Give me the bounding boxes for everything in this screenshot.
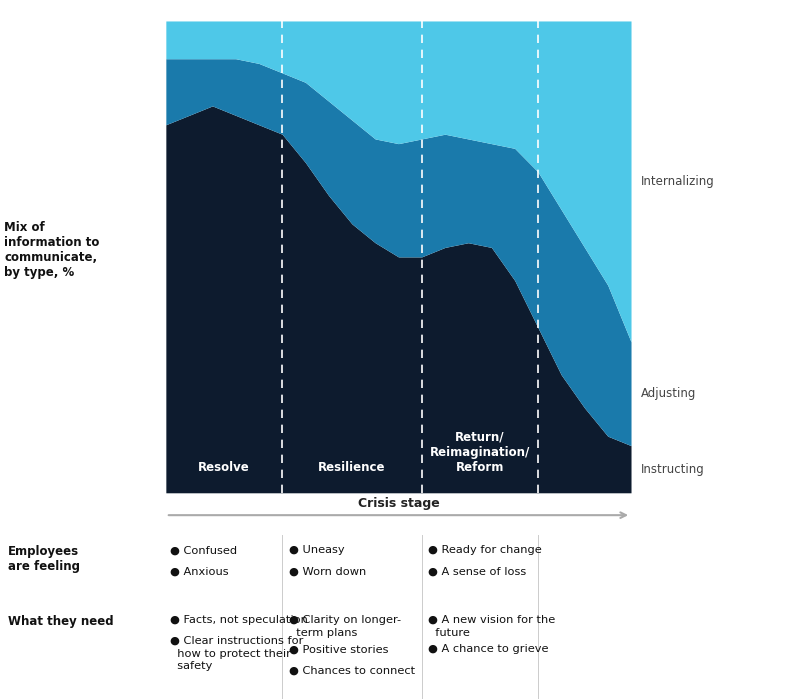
Text: ● Clarity on longer-: ● Clarity on longer- — [289, 615, 400, 625]
Text: Resilience: Resilience — [318, 461, 386, 474]
Text: ● Facts, not speculation: ● Facts, not speculation — [170, 615, 307, 625]
Text: ● Anxious: ● Anxious — [170, 566, 228, 576]
Text: ● Confused: ● Confused — [170, 545, 237, 555]
Text: future: future — [428, 628, 470, 637]
Text: Crisis stage: Crisis stage — [358, 496, 439, 510]
Text: Adjusting: Adjusting — [641, 387, 696, 401]
Text: Return/
Reimagination/
Reform: Return/ Reimagination/ Reform — [430, 431, 530, 474]
Text: ● A new vision for the: ● A new vision for the — [428, 615, 556, 625]
Text: ● A chance to grieve: ● A chance to grieve — [428, 644, 549, 654]
Text: Mix of
information to
communicate,
by type, %: Mix of information to communicate, by ty… — [4, 221, 100, 279]
Text: ● A sense of loss: ● A sense of loss — [428, 566, 527, 576]
Text: Internalizing: Internalizing — [641, 175, 714, 188]
Text: safety: safety — [170, 661, 212, 671]
Text: Resolve: Resolve — [198, 461, 250, 474]
Text: Instructing: Instructing — [641, 463, 705, 476]
Text: ● Clear instructions for: ● Clear instructions for — [170, 636, 303, 646]
Text: ● Positive stories: ● Positive stories — [289, 644, 388, 654]
Text: term plans: term plans — [289, 628, 357, 637]
Text: ● Worn down: ● Worn down — [289, 566, 366, 576]
Text: ● Chances to connect: ● Chances to connect — [289, 665, 415, 675]
Text: Employees
are feeling: Employees are feeling — [8, 545, 80, 573]
Text: ● Ready for change: ● Ready for change — [428, 545, 542, 555]
Text: how to protect their: how to protect their — [170, 649, 290, 658]
Text: ● Uneasy: ● Uneasy — [289, 545, 345, 555]
Text: What they need: What they need — [8, 615, 114, 628]
